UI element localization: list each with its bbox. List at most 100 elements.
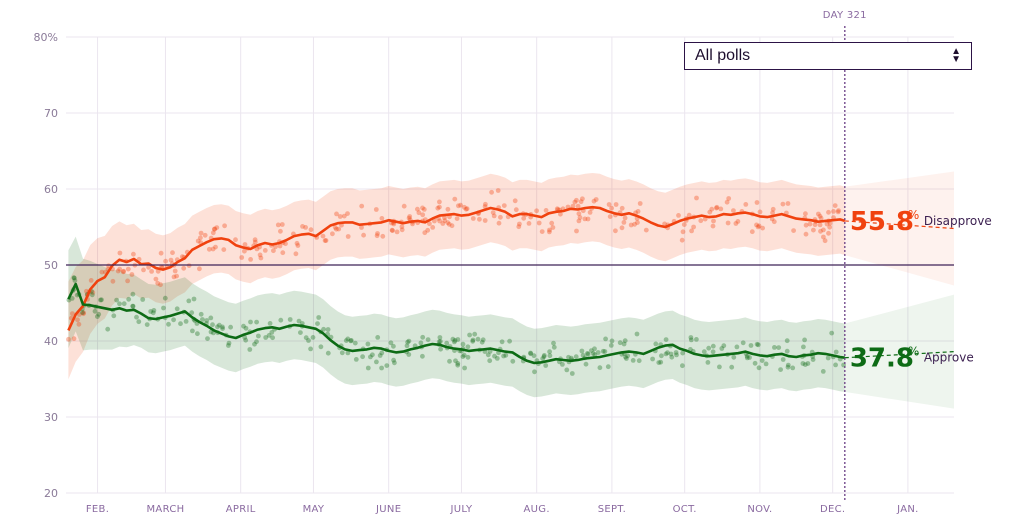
approve-poll-dot <box>744 355 750 361</box>
approve-poll-dot <box>465 354 471 360</box>
disapprove-poll-dot <box>836 208 841 214</box>
disapprove-poll-dot <box>129 272 135 277</box>
disapprove-poll-dot <box>470 216 476 221</box>
approve-poll-dot <box>453 358 458 364</box>
approve-poll-dot <box>755 342 761 348</box>
disapprove-poll-dot <box>212 226 217 232</box>
disapprove-poll-dot <box>632 221 637 227</box>
disapprove-poll-dot <box>257 252 263 258</box>
disapprove-poll-dot <box>120 269 126 275</box>
disapprove-poll-dot <box>821 227 826 233</box>
x-tick-label: APRIL <box>226 504 256 515</box>
disapprove-poll-dot <box>517 221 522 227</box>
disapprove-poll-dot <box>258 255 264 261</box>
disapprove-poll-dot <box>195 238 201 244</box>
approve-poll-dot <box>134 314 139 320</box>
approve-poll-dot <box>92 308 98 314</box>
disapprove-poll-dot <box>791 228 796 234</box>
approve-poll-dot <box>492 353 497 359</box>
y-tick-label: 20 <box>44 487 58 500</box>
approve-poll-dot <box>114 297 119 303</box>
approve-poll-dot <box>833 362 838 368</box>
approve-poll-dot <box>318 344 324 350</box>
disapprove-poll-dot <box>171 274 177 280</box>
approve-poll-dot <box>503 352 509 358</box>
approve-poll-dot <box>719 346 725 351</box>
approve-poll-dot <box>384 363 390 368</box>
x-tick-label: MAY <box>303 504 325 515</box>
approve-poll-dot <box>659 353 664 359</box>
disapprove-poll-dot <box>606 202 612 207</box>
disapprove-poll-dot <box>464 206 470 212</box>
approve-poll-dot <box>252 341 257 347</box>
disapprove-poll-dot <box>803 211 808 217</box>
approve-poll-dot <box>69 296 75 301</box>
disapprove-poll-dot <box>394 229 400 235</box>
approve-poll-dot <box>287 317 293 322</box>
approve-poll-dot <box>404 343 410 349</box>
approve-poll-dot <box>343 338 349 343</box>
disapprove-poll-dot <box>375 231 380 236</box>
disapprove-poll-dot <box>421 207 427 212</box>
approve-poll-dot <box>447 358 452 364</box>
approve-poll-dot <box>759 358 765 363</box>
disapprove-poll-dot <box>580 196 585 202</box>
disapprove-poll-dot <box>827 224 833 230</box>
approve-poll-dot <box>710 349 716 355</box>
approve-poll-dot <box>653 341 659 347</box>
disapprove-poll-dot <box>345 234 351 239</box>
disapprove-poll-dot <box>754 200 760 205</box>
approve-poll-dot <box>200 317 205 322</box>
approve-poll-dot <box>609 338 615 344</box>
disapprove-poll-dot <box>407 214 413 219</box>
disapprove-poll-dot <box>576 211 582 217</box>
approve-poll-dot <box>585 351 590 356</box>
disapprove-poll-dot <box>757 209 763 215</box>
disapprove-poll-dot <box>359 203 365 209</box>
disapprove-poll-dot <box>452 196 458 202</box>
approve-poll-dot <box>810 357 816 362</box>
approve-poll-dot <box>204 318 210 323</box>
disapprove-poll-dot <box>832 203 838 209</box>
approve-poll-dot <box>634 331 640 337</box>
approve-poll-dot <box>161 305 166 311</box>
disapprove-poll-dot <box>643 227 649 233</box>
disapprove-poll-dot <box>498 214 503 220</box>
approve-poll-dot <box>590 351 596 356</box>
disapprove-poll-dot <box>619 205 625 211</box>
approve-projection-band <box>844 294 954 409</box>
approve-poll-dot <box>392 360 397 366</box>
disapprove-poll-dot <box>163 258 169 264</box>
disapprove-poll-dot <box>337 214 343 219</box>
approve-poll-dot <box>580 352 586 358</box>
approve-poll-dot <box>805 361 811 366</box>
approve-poll-dot <box>455 362 461 368</box>
disapprove-poll-dot <box>320 233 326 239</box>
approve-poll-dot <box>579 348 585 354</box>
disapprove-poll-dot <box>117 266 123 272</box>
approve-poll-dot <box>494 356 500 361</box>
disapprove-poll-dot <box>821 234 826 240</box>
disapprove-poll-dot <box>637 201 643 206</box>
approve-poll-dot <box>785 362 791 368</box>
approve-poll-dot <box>573 354 579 360</box>
disapprove-poll-dot <box>543 208 549 213</box>
approve-poll-dot <box>603 336 608 342</box>
approve-poll-dot <box>833 349 839 355</box>
disapprove-poll-dot <box>454 216 460 222</box>
approve-poll-dot <box>365 341 371 347</box>
approve-poll-dot <box>499 339 505 345</box>
approve-poll-dot <box>551 344 557 350</box>
disapprove-poll-dot <box>577 215 583 220</box>
approve-poll-dot <box>630 358 636 363</box>
approve-poll-dot <box>717 364 722 370</box>
disapprove-poll-dot <box>425 227 431 233</box>
approve-poll-dot <box>242 335 248 340</box>
disapprove-poll-dot <box>131 251 136 257</box>
approve-poll-dot <box>269 330 275 335</box>
disapprove-poll-dot <box>676 213 681 218</box>
disapprove-poll-dot <box>379 216 385 221</box>
poll-filter-dropdown[interactable]: All polls ▲ ▼ <box>684 42 972 70</box>
disapprove-poll-dot <box>242 242 248 247</box>
disapprove-poll-dot <box>88 278 94 283</box>
